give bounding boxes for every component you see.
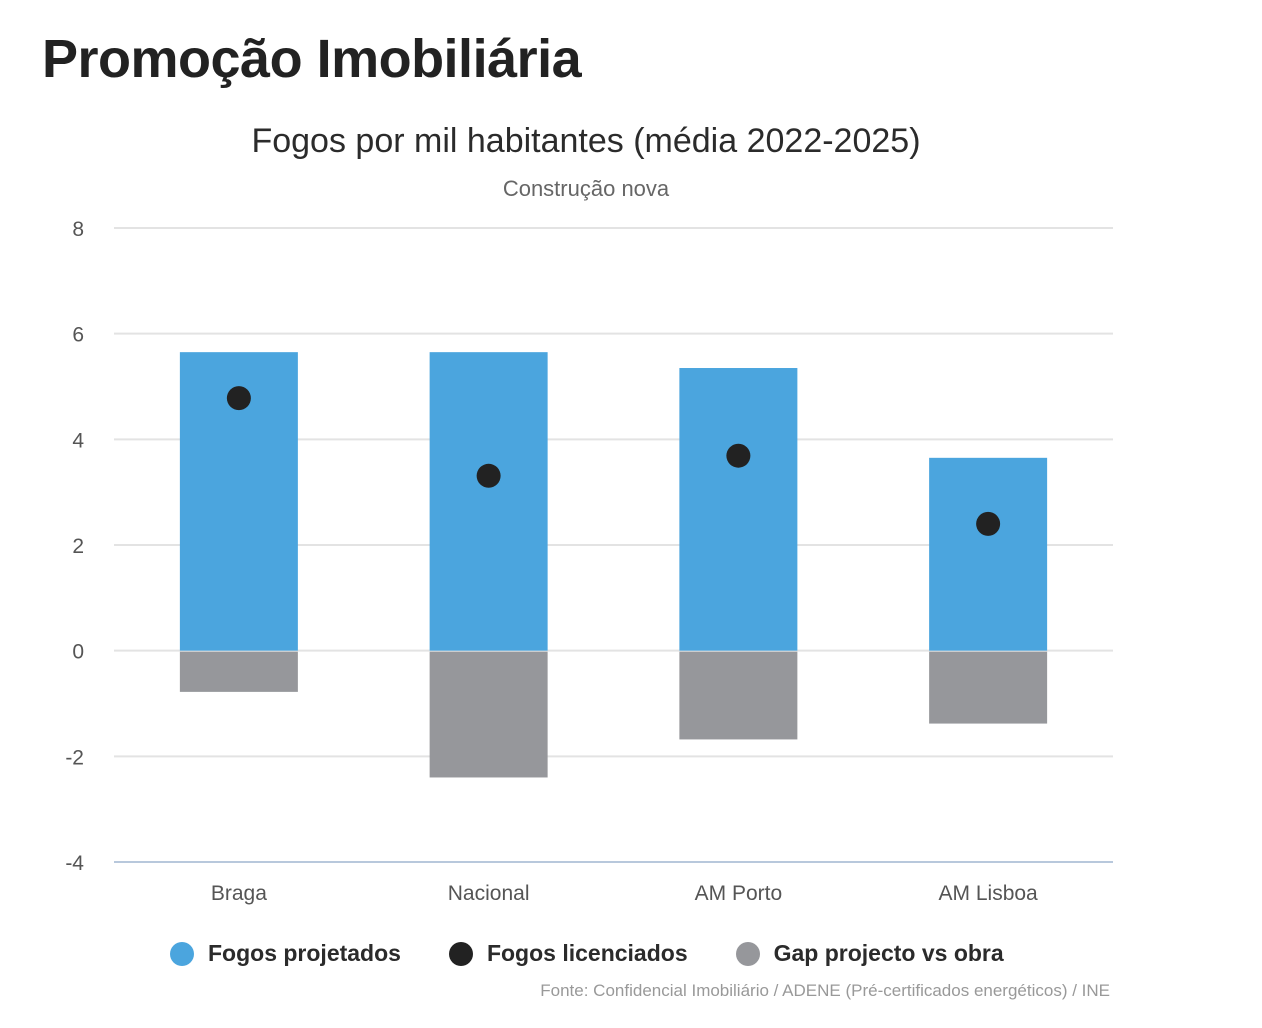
chart-title: Fogos por mil habitantes (média 2022-202… — [251, 122, 921, 160]
y-tick-label: 2 — [72, 535, 84, 558]
legend-item-gap[interactable]: Gap projecto vs obra — [735, 940, 1004, 967]
legend-label: Fogos licenciados — [486, 940, 688, 966]
y-tick-label: 8 — [72, 218, 84, 241]
bar-gap — [429, 651, 548, 778]
legend-item-projetados[interactable]: Fogos projetados — [170, 940, 401, 967]
dot-licenciados — [726, 443, 751, 468]
legend-item-licenciados[interactable]: Fogos licenciados — [448, 940, 688, 967]
bar-projetados — [929, 457, 1048, 651]
x-tick-label: AM Porto — [695, 882, 783, 905]
legend-swatch-gap — [735, 941, 760, 966]
dot-licenciados — [976, 511, 1001, 536]
x-tick-label: Nacional — [448, 882, 530, 905]
chart-subtitle: Construção nova — [502, 176, 670, 201]
y-tick-label: 0 — [72, 641, 84, 664]
y-tick-label: -4 — [65, 852, 84, 875]
legend: Fogos projetados Fogos licenciados Gap p… — [170, 940, 1004, 967]
y-tick-label: -2 — [65, 746, 84, 769]
bar-gap — [679, 651, 798, 740]
dot-licenciados — [226, 386, 251, 411]
bar-projetados — [429, 352, 548, 651]
bar-gap — [179, 651, 298, 692]
y-tick-label: 6 — [72, 324, 84, 347]
y-tick-label: 4 — [72, 429, 84, 452]
x-tick-label: Braga — [211, 882, 267, 905]
x-tick-label: AM Lisboa — [939, 882, 1039, 905]
legend-label: Gap projecto vs obra — [773, 940, 1004, 966]
legend-swatch-licenciados — [448, 941, 473, 966]
source-note: Fonte: Confidencial Imobiliário / ADENE … — [540, 981, 1110, 1000]
bar-gap — [929, 651, 1048, 724]
chart-plot: 8 6 4 2 0 -2 -4 Braga Nacional AM Porto AM Lisboa — [65, 218, 1113, 905]
page-title: Promoção Imobiliária — [42, 29, 582, 89]
bar-projetados — [679, 368, 798, 651]
legend-swatch-projetados — [170, 941, 194, 966]
dot-licenciados — [476, 463, 501, 488]
legend-label: Fogos projetados — [208, 940, 401, 966]
